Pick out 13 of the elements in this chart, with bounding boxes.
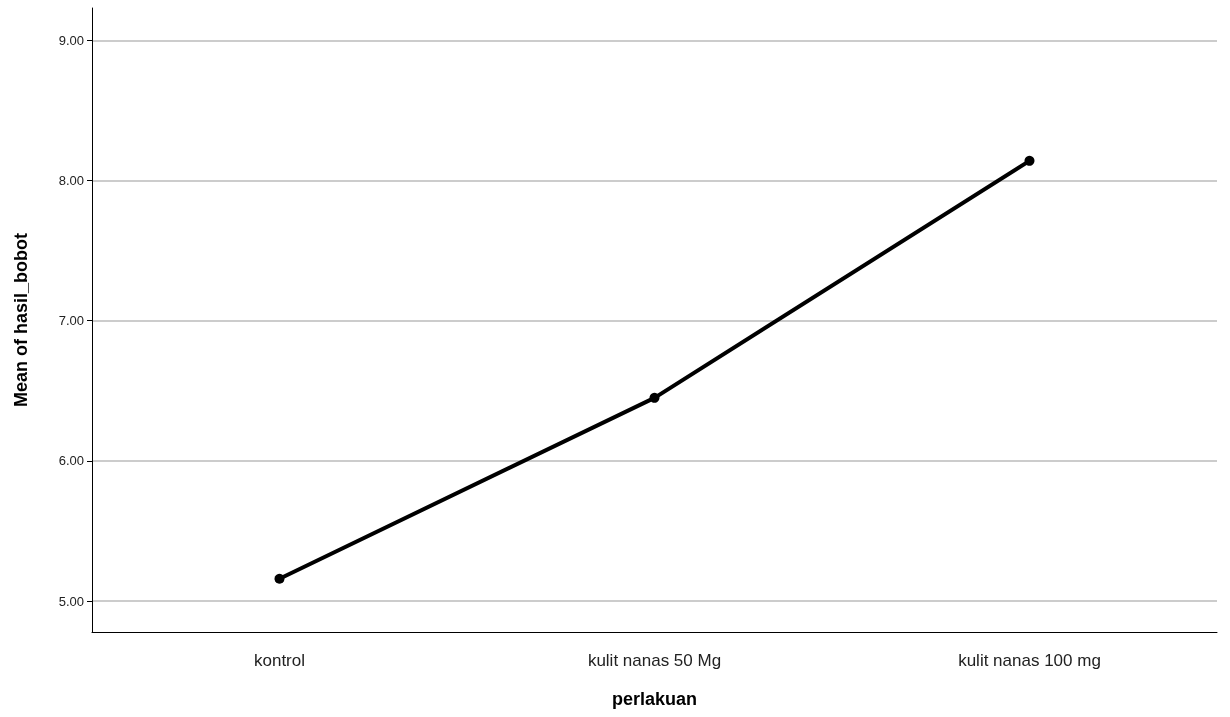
point: [649, 392, 660, 403]
y-tick-label: 5.00: [58, 593, 84, 609]
y-tick-label: 9.00: [58, 32, 84, 48]
x-tick-label: kulit nanas 100 mg: [958, 651, 1101, 670]
x-tick-label: kulit nanas 50 Mg: [587, 651, 722, 670]
y-tick-label: 8.00: [58, 172, 84, 188]
y-tick-label: 7.00: [58, 313, 84, 329]
point: [274, 573, 285, 584]
y-axis-title: Mean of hasil_bobot: [11, 232, 31, 408]
x-axis-title: perlakuan: [611, 689, 698, 709]
point: [1024, 155, 1035, 166]
x-tick-label: kontrol: [253, 651, 306, 670]
y-tick-label: 6.00: [58, 453, 84, 469]
